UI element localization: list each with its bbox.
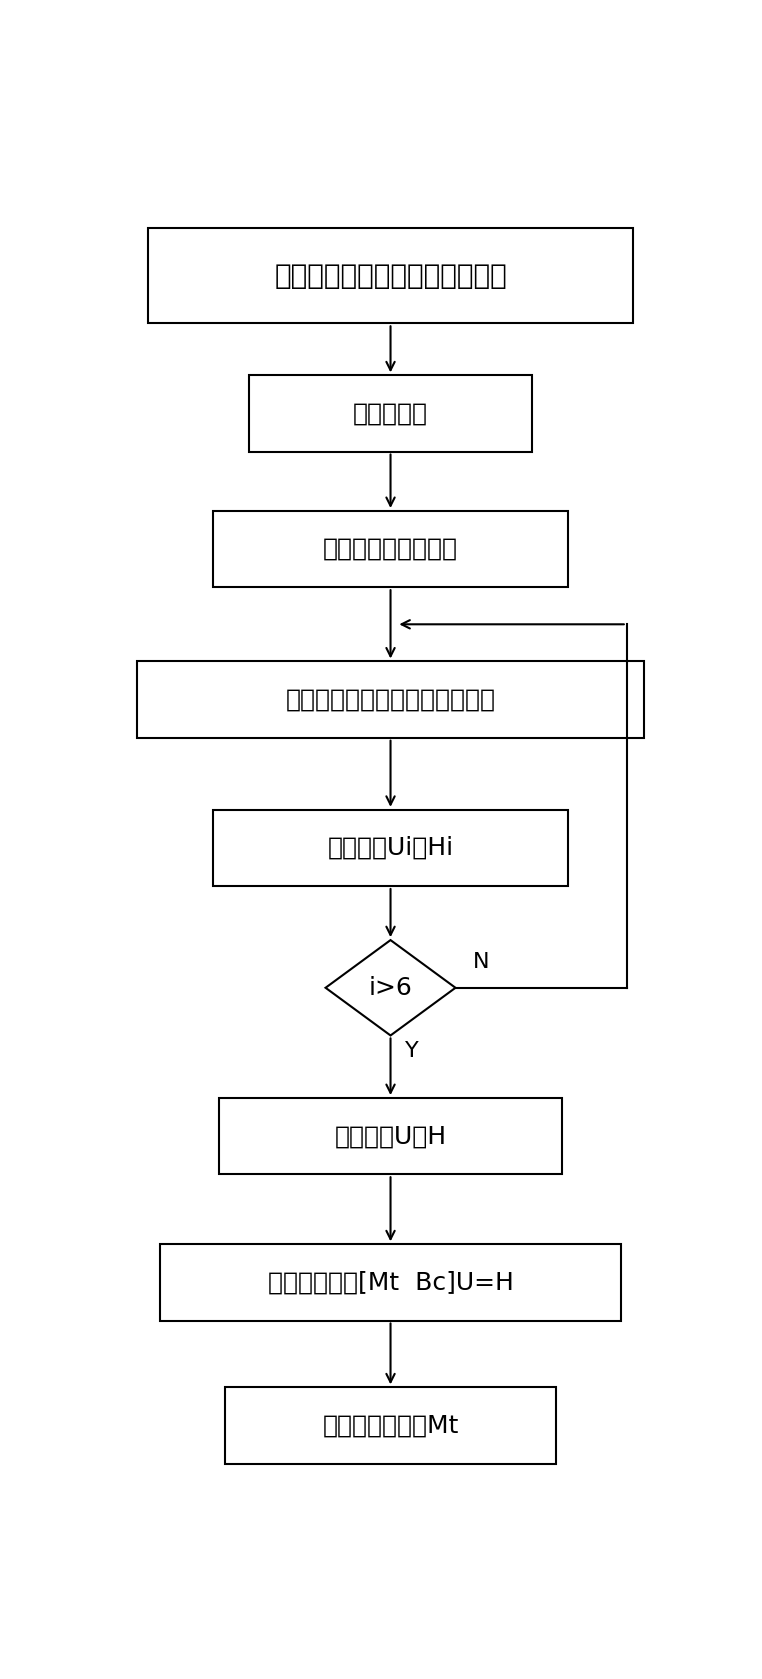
Text: 提取惯性参数阵Mt: 提取惯性参数阵Mt bbox=[322, 1414, 459, 1437]
FancyBboxPatch shape bbox=[160, 1244, 621, 1320]
Polygon shape bbox=[325, 940, 456, 1036]
FancyBboxPatch shape bbox=[249, 376, 533, 452]
FancyBboxPatch shape bbox=[226, 1387, 556, 1464]
Text: 数据预处理: 数据预处理 bbox=[353, 401, 428, 425]
Text: 各自由度分别激励保存实验数据: 各自由度分别激励保存实验数据 bbox=[274, 262, 507, 290]
FancyBboxPatch shape bbox=[136, 662, 645, 737]
Text: 生成傅里叶级数序列: 生成傅里叶级数序列 bbox=[323, 537, 458, 561]
FancyBboxPatch shape bbox=[213, 510, 568, 588]
Text: i>6: i>6 bbox=[369, 975, 412, 999]
Text: Y: Y bbox=[405, 1041, 419, 1061]
FancyBboxPatch shape bbox=[213, 809, 568, 887]
FancyBboxPatch shape bbox=[219, 1098, 562, 1174]
FancyBboxPatch shape bbox=[149, 228, 632, 324]
Text: 解线性方程组[Mt  Bc]U=H: 解线性方程组[Mt Bc]U=H bbox=[267, 1271, 514, 1295]
Text: N: N bbox=[473, 952, 490, 972]
Text: 生成矩阵U，H: 生成矩阵U，H bbox=[335, 1125, 447, 1148]
Text: 最小二乘辨识傅里叶级数各系数: 最小二乘辨识傅里叶级数各系数 bbox=[286, 687, 495, 712]
Text: 生成矩阵Ui，Hi: 生成矩阵Ui，Hi bbox=[328, 836, 453, 860]
